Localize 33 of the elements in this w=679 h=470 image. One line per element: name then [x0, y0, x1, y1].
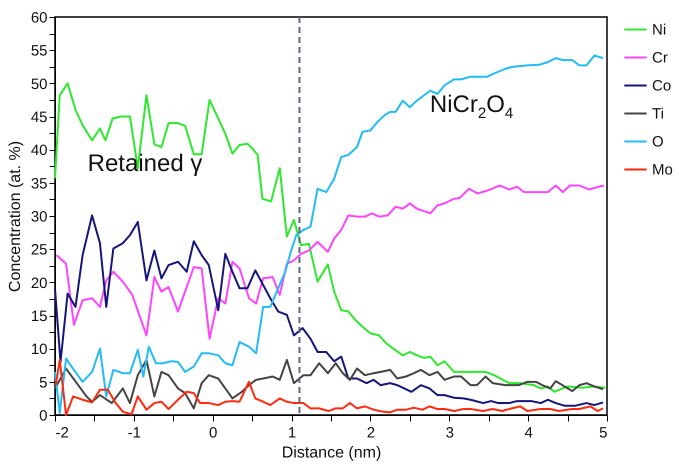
x-axis-title: Distance (nm): [282, 444, 382, 462]
x-tick-label: 5: [599, 424, 608, 442]
y-tick-label: 25: [30, 242, 48, 259]
y-tick-label: 5: [39, 374, 48, 392]
legend-label: O: [652, 134, 664, 150]
legend-label: Mo: [652, 162, 673, 178]
y-tick-label: 40: [30, 142, 48, 160]
x-tick-label: -1: [128, 424, 142, 442]
y-tick-label: 55: [30, 42, 48, 60]
legend-label: Cr: [652, 50, 668, 66]
y-tick-label: 30: [30, 208, 48, 226]
y-axis-title: Concentration (at. %): [6, 140, 24, 292]
annotation: NiCr$_{2}$O$_{4}$: [430, 90, 514, 122]
x-tick-label: 2: [366, 424, 376, 442]
legend-label: Ti: [652, 106, 664, 122]
y-tick-label: 15: [30, 308, 48, 325]
y-tick-label: 45: [30, 109, 48, 126]
line-series: [54, 214, 604, 407]
x-tick-label: 1: [288, 424, 296, 442]
y-tick-label: 10: [30, 341, 48, 358]
line-series: [56, 184, 605, 340]
y-tick-label: 50: [30, 76, 48, 93]
y-tick-label: 20: [30, 274, 48, 292]
x-tick-label: 4: [524, 424, 533, 442]
y-tick-label: 35: [30, 175, 48, 192]
y-tick-label: 0: [39, 408, 48, 424]
y-tick-label: 60: [30, 10, 48, 26]
x-tick-label: -2: [56, 424, 69, 442]
legend-label: Co: [652, 78, 672, 94]
x-tick-label: 0: [209, 424, 218, 442]
legend-label: Ni: [652, 22, 666, 38]
annotation: Retained γ: [88, 150, 202, 178]
x-tick-label: 3: [446, 424, 454, 442]
